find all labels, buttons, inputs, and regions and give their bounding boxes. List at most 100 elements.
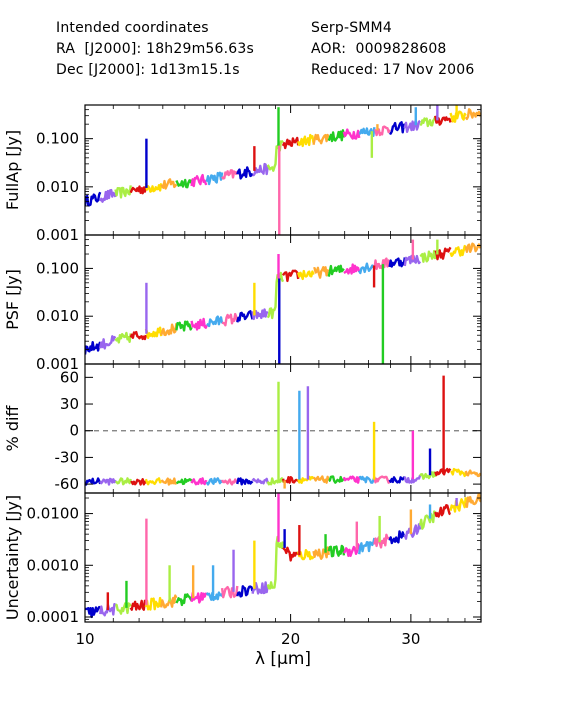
panel-3-segment-14 <box>297 549 315 561</box>
header-right-line-3: Reduced: 17 Nov 2006 <box>311 62 475 78</box>
header-left-line-1: Intended coordinates <box>56 20 209 36</box>
panel-2-segment-5 <box>160 477 177 486</box>
panel-3-segment-18 <box>358 537 376 555</box>
panel-1-segment-2 <box>114 331 132 344</box>
panel-3-segment-13 <box>282 546 299 562</box>
panel-0-ytick-label-0: 0.100 <box>36 130 79 148</box>
x-tick-label-0: 10 <box>75 630 94 648</box>
panel-3-segment-7 <box>190 591 208 604</box>
panel-3-segment-22 <box>418 510 437 530</box>
panel-1-segment-3 <box>129 330 148 341</box>
panel-1-segment-1 <box>99 335 117 350</box>
x-tick-label-2: 30 <box>401 630 420 648</box>
panel-1-ytick-label-0: 0.100 <box>36 259 79 277</box>
panel-1-segment-20 <box>388 257 406 268</box>
panel-0-segment-0 <box>85 191 102 207</box>
panel-1-segment-8 <box>206 315 224 328</box>
panel-2-segment-16 <box>328 475 345 484</box>
panel-1-ylabel: PSF [Jy] <box>3 269 22 330</box>
panel-0-segment-15 <box>312 133 330 146</box>
panel-3-segment-8 <box>205 591 224 602</box>
panel-3-segment-2 <box>114 602 132 615</box>
panel-2-segment-24 <box>450 467 467 478</box>
panel-2-segment-20 <box>388 476 405 484</box>
panel-3-segment-17 <box>342 543 361 557</box>
panel-1-segment-4 <box>144 326 163 339</box>
panel-1-segment-5 <box>160 323 178 337</box>
panel-3-segment-20 <box>388 530 406 545</box>
panel-2-segment-10 <box>236 477 254 486</box>
panel-0-segment-11 <box>252 162 269 177</box>
panel-2-segment-2 <box>115 477 132 486</box>
panel-2-ytick-label-2: 0 <box>69 422 79 440</box>
panel-1-segment-16 <box>327 264 345 277</box>
panel-0-segment-16 <box>327 129 346 143</box>
panel-1-segment-6 <box>175 320 193 332</box>
panel-0-spectrum <box>85 105 481 235</box>
panel-3-ytick-label-0: 0.0100 <box>27 505 80 523</box>
panel-3-segment-10 <box>236 585 254 598</box>
panel-1-segment-9 <box>221 312 239 327</box>
panel-0-segment-17 <box>342 128 361 140</box>
panel-0-ytick-label-2: 0.001 <box>36 226 79 244</box>
panel-3-segment-16 <box>327 544 346 558</box>
panel-2-segment-1 <box>99 477 117 486</box>
panel-0-segment-13 <box>281 136 300 150</box>
panel-0-segment-22 <box>419 116 437 128</box>
panel-0-segment-1 <box>99 188 117 203</box>
panel-0-segment-5 <box>160 178 178 190</box>
panel-3-segment-25 <box>464 493 481 508</box>
panel-2-segment-22 <box>419 471 437 480</box>
panel-2-ylabel: % diff <box>3 405 22 452</box>
panel-0-segment-7 <box>190 173 208 188</box>
panel-3-segment-21 <box>403 523 422 540</box>
panel-2-ytick-label-3: -30 <box>55 448 80 466</box>
header-right-line-2: AOR: 0009828608 <box>311 41 447 57</box>
panel-0-segment-9 <box>221 169 239 180</box>
panel-0-segment-14 <box>297 133 315 148</box>
panel-3-segment-6 <box>175 593 193 607</box>
panel-1-segment-15 <box>313 266 330 279</box>
panel-0-segment-10 <box>236 166 254 180</box>
panel-3-frame <box>84 492 482 623</box>
panel-0-ylabel: FullAp [Jy] <box>3 130 22 210</box>
panel-3-spectrum <box>85 493 481 619</box>
panel-0-segment-19 <box>373 125 391 137</box>
panel-0-segment-4 <box>144 183 163 193</box>
panel-2-segment-25 <box>464 469 481 478</box>
panel-1-spectrum <box>85 239 481 364</box>
panel-3-segment-5 <box>160 594 178 609</box>
header-left-line-2: RA [J2000]: 18h29m56.63s <box>56 41 254 57</box>
panel-2-segment-17 <box>342 475 361 484</box>
panel-1-segment-21 <box>403 254 422 267</box>
panel-2-segment-4 <box>144 477 162 486</box>
panel-3-segment-19 <box>373 533 391 549</box>
panel-3-segment-9 <box>220 585 239 599</box>
x-axis-label: λ [μm] <box>255 649 311 669</box>
panel-1-segment-0 <box>85 341 102 355</box>
panel-2-segment-19 <box>373 475 391 484</box>
panel-2-segment-18 <box>358 475 376 484</box>
panel-0-segment-25 <box>464 108 481 121</box>
panel-1-segment-14 <box>297 269 315 281</box>
panel-2-ytick-label-0: 60 <box>60 368 79 386</box>
panel-3-segment-0 <box>85 605 101 619</box>
panel-2-spectrum <box>85 375 481 489</box>
panel-1-segment-7 <box>190 317 208 331</box>
panel-1-segment-22 <box>419 249 437 263</box>
panel-1-segment-12 <box>266 271 285 320</box>
panel-0-segment-12 <box>266 139 284 172</box>
panel-2-segment-14 <box>297 475 315 484</box>
panel-2-segment-12 <box>266 477 285 486</box>
panel-1-ytick-label-1: 0.010 <box>36 307 79 325</box>
panel-2-segment-8 <box>205 477 224 486</box>
panel-3-segment-23 <box>434 504 451 518</box>
panel-3-segment-4 <box>144 596 163 611</box>
panel-3-segment-3 <box>129 599 148 611</box>
panel-1-ytick-label-2: 0.001 <box>36 355 79 373</box>
panel-3-segment-15 <box>312 546 330 560</box>
panel-1-segment-13 <box>282 269 300 283</box>
panel-0-segment-3 <box>129 185 148 195</box>
panel-3-ylabel: Uncertainty [Jy] <box>3 495 22 620</box>
